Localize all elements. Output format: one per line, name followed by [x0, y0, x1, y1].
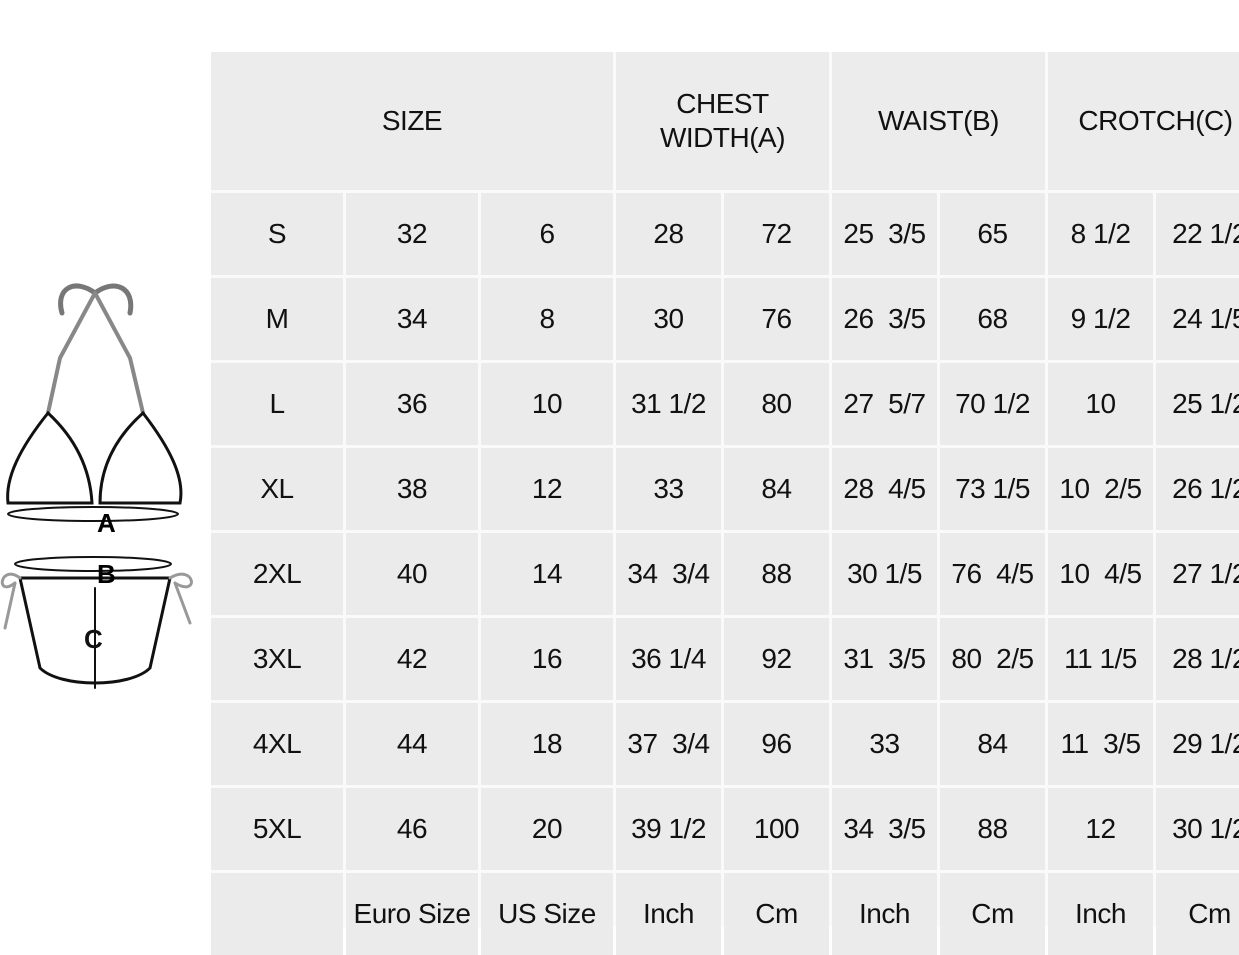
table-cell: 24 1/5 — [1156, 278, 1239, 360]
unit-label-cell — [211, 873, 343, 955]
table-cell: 28 1/2 — [1156, 618, 1239, 700]
table-cell: 72 — [724, 193, 829, 275]
table-cell: 80 2/5 — [940, 618, 1045, 700]
table-cell: 100 — [724, 788, 829, 870]
table-cell: 76 — [724, 278, 829, 360]
table-cell: 33 — [832, 703, 937, 785]
size-label-cell: L — [211, 363, 343, 445]
table-cell: 9 1/2 — [1048, 278, 1153, 360]
table-cell: 84 — [940, 703, 1045, 785]
table-cell: 25 1/2 — [1156, 363, 1239, 445]
table-cell: 34 — [346, 278, 478, 360]
table-cell: 25 3/5 — [832, 193, 937, 275]
table-cell: 11 1/5 — [1048, 618, 1153, 700]
table-cell: 18 — [481, 703, 613, 785]
table-cell: 26 1/2 — [1156, 448, 1239, 530]
table-cell: 12 — [1048, 788, 1153, 870]
unit-label-cell: Cm — [724, 873, 829, 955]
table-cell: 8 1/2 — [1048, 193, 1153, 275]
unit-label-cell: Euro Size — [346, 873, 478, 955]
table-cell: 80 — [724, 363, 829, 445]
table-cell: 10 — [481, 363, 613, 445]
table-cell: 68 — [940, 278, 1045, 360]
table-cell: 8 — [481, 278, 613, 360]
table-cell: 26 3/5 — [832, 278, 937, 360]
header-cell: CROTCH(C) — [1048, 52, 1239, 190]
table-cell: 14 — [481, 533, 613, 615]
unit-label-cell: Inch — [616, 873, 721, 955]
unit-label-cell: Cm — [1156, 873, 1239, 955]
table-cell: 22 1/2 — [1156, 193, 1239, 275]
table-cell: 44 — [346, 703, 478, 785]
table-cell: 65 — [940, 193, 1045, 275]
table-cell: 10 4/5 — [1048, 533, 1153, 615]
table-cell: 40 — [346, 533, 478, 615]
table-cell: 88 — [940, 788, 1045, 870]
size-label-cell: 5XL — [211, 788, 343, 870]
table-cell: 27 5/7 — [832, 363, 937, 445]
header-cell: CHEST WIDTH(A) — [616, 52, 829, 190]
label-b: B — [97, 559, 116, 589]
table-cell: 30 1/2 — [1156, 788, 1239, 870]
table-cell: 34 3/4 — [616, 533, 721, 615]
table-cell: 20 — [481, 788, 613, 870]
table-cell: 38 — [346, 448, 478, 530]
size-label-cell: 4XL — [211, 703, 343, 785]
table-cell: 27 1/2 — [1156, 533, 1239, 615]
table-cell: 28 — [616, 193, 721, 275]
table-cell: 28 4/5 — [832, 448, 937, 530]
table-cell: 33 — [616, 448, 721, 530]
table-cell: 84 — [724, 448, 829, 530]
table-cell: 30 — [616, 278, 721, 360]
table-cell: 88 — [724, 533, 829, 615]
table-cell: 70 1/2 — [940, 363, 1045, 445]
table-cell: 36 1/4 — [616, 618, 721, 700]
unit-label-cell: US Size — [481, 873, 613, 955]
bikini-measurement-diagram: A B C — [0, 278, 211, 703]
table-cell: 12 — [481, 448, 613, 530]
size-label-cell: 2XL — [211, 533, 343, 615]
table-cell: 39 1/2 — [616, 788, 721, 870]
table-cell: 32 — [346, 193, 478, 275]
table-cell: 96 — [724, 703, 829, 785]
table-cell: 36 — [346, 363, 478, 445]
table-cell: 31 1/2 — [616, 363, 721, 445]
unit-label-cell: Cm — [940, 873, 1045, 955]
table-cell: 11 3/5 — [1048, 703, 1153, 785]
size-label-cell: S — [211, 193, 343, 275]
table-cell: 92 — [724, 618, 829, 700]
table-cell: 16 — [481, 618, 613, 700]
table-cell: 6 — [481, 193, 613, 275]
table-cell: 10 — [1048, 363, 1153, 445]
table-cell: 29 1/2 — [1156, 703, 1239, 785]
table-cell: 37 3/4 — [616, 703, 721, 785]
label-c: C — [84, 624, 103, 654]
size-label-cell: M — [211, 278, 343, 360]
table-cell: 10 2/5 — [1048, 448, 1153, 530]
size-chart-table: SIZE CHEST WIDTH(A) WAIST(B) CROTCH(C) S 32 6 2… — [211, 52, 1239, 955]
bikini-illustration: A B C — [0, 283, 193, 689]
header-cell: WAIST(B) — [832, 52, 1045, 190]
table-cell: 34 3/5 — [832, 788, 937, 870]
header-cell: SIZE — [211, 52, 613, 190]
table-cell: 46 — [346, 788, 478, 870]
size-label-cell: 3XL — [211, 618, 343, 700]
unit-label-cell: Inch — [832, 873, 937, 955]
label-a: A — [97, 508, 116, 538]
unit-label-cell: Inch — [1048, 873, 1153, 955]
size-label-cell: XL — [211, 448, 343, 530]
table-cell: 30 1/5 — [832, 533, 937, 615]
table-cell: 42 — [346, 618, 478, 700]
table-cell: 31 3/5 — [832, 618, 937, 700]
table-cell: 76 4/5 — [940, 533, 1045, 615]
table-cell: 73 1/5 — [940, 448, 1045, 530]
